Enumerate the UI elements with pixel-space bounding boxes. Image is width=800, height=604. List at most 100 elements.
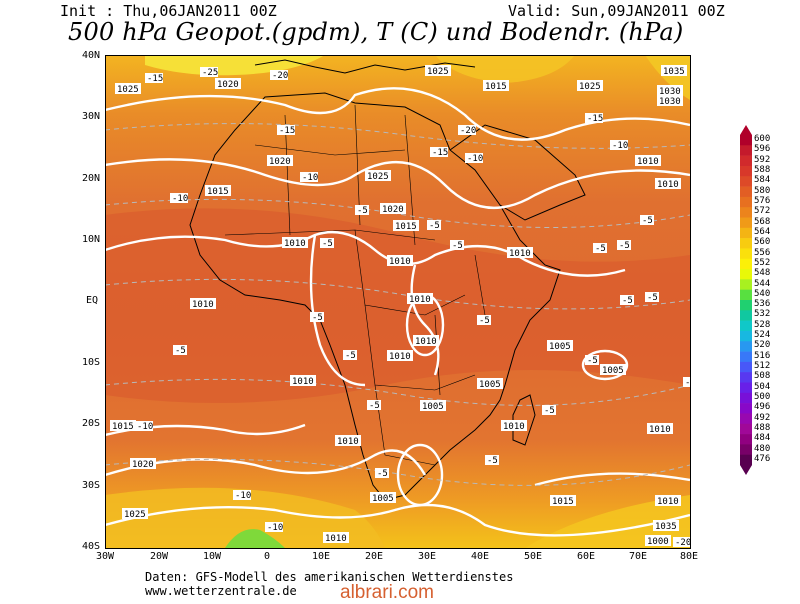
temperature-contours [105, 123, 690, 486]
colorbar-segment [740, 165, 752, 177]
svg-text:1025: 1025 [367, 172, 389, 182]
temp-label: -15 [430, 147, 448, 158]
temp-label: -5 [617, 240, 631, 251]
lon-tick-label: 50E [524, 551, 543, 562]
colorbar-level-label: 532 [754, 309, 771, 320]
svg-text:1010: 1010 [409, 295, 431, 305]
lon-tick-label: 70E [629, 551, 648, 562]
arabia-coastline [449, 124, 586, 221]
svg-text:-5: -5 [357, 206, 368, 216]
colorbar-level-label: 492 [754, 412, 771, 423]
svg-text:1010: 1010 [637, 157, 659, 167]
green-patch [225, 529, 285, 548]
temp-label: -5 [477, 315, 491, 326]
colorbar-level-label: 536 [754, 299, 771, 310]
colorbar-segment [740, 248, 752, 260]
svg-text:-5: -5 [595, 244, 606, 254]
pressure-label: 1010 [635, 155, 661, 167]
svg-text:-5: -5 [647, 293, 658, 303]
svg-text:1005: 1005 [422, 402, 444, 412]
temp-label: -5 [343, 350, 357, 361]
colorbar-segment [740, 279, 752, 290]
colorbar-segment [740, 434, 752, 445]
svg-text:1010: 1010 [389, 257, 411, 267]
pressure-label: 1035 [661, 65, 687, 77]
pressure-label: 1020 [130, 458, 156, 470]
svg-text:-5: -5 [429, 221, 440, 231]
pressure-label: 1010 [282, 237, 308, 249]
colorbar-level-label: 516 [754, 350, 771, 361]
colorbar-level-label: 572 [754, 206, 771, 217]
pressure-label: 1010 [290, 375, 316, 387]
colorbar-segment [740, 238, 752, 249]
colorbar-segment [740, 289, 752, 301]
colorbar-level-label: 500 [754, 391, 771, 402]
temp-label: -5 [367, 400, 381, 411]
pressure-label: 1015 [393, 220, 419, 232]
lon-tick-label: 10E [312, 551, 331, 562]
temp-label: -5 [585, 355, 599, 366]
colorbar-level-label: 560 [754, 237, 771, 248]
colorbar-segment [740, 413, 752, 425]
svg-text:1010: 1010 [337, 437, 359, 447]
svg-text:1010: 1010 [292, 377, 314, 387]
temp-label: -5 [640, 215, 654, 226]
svg-text:1020: 1020 [217, 80, 239, 90]
colorbar-level-label: 476 [754, 453, 771, 464]
pressure-label: 1010 [507, 247, 533, 259]
svg-text:1005: 1005 [479, 380, 501, 390]
svg-text:-5: -5 [685, 378, 690, 388]
svg-text:-10: -10 [172, 194, 188, 204]
colorbar-segment [740, 186, 752, 198]
colorbar-level-label: 568 [754, 216, 771, 227]
svg-text:1005: 1005 [549, 342, 571, 352]
colorbar-segment [740, 155, 752, 167]
temp-label: -5 [427, 220, 441, 231]
svg-text:1025: 1025 [117, 85, 139, 95]
pressure-label: 1020 [380, 203, 406, 215]
svg-text:1020: 1020 [269, 157, 291, 167]
pressure-label: 1025 [577, 80, 603, 92]
svg-text:1025: 1025 [124, 510, 146, 520]
pressure-label: 1010 [655, 495, 681, 507]
warm-band [105, 208, 690, 403]
svg-text:-10: -10 [302, 173, 318, 183]
svg-text:-15: -15 [432, 148, 448, 158]
colorbar-segment [740, 207, 752, 218]
lat-tick-label: 10N [82, 234, 101, 245]
chart-title: 500 hPa Geopot.(gpdm), T (C) und Bodendr… [68, 18, 684, 46]
lat-tick-label: 20S [82, 418, 101, 429]
svg-text:-5: -5 [312, 313, 323, 323]
pressure-label: 1025 [365, 170, 391, 182]
colorbar-segment [740, 196, 752, 208]
temp-label: -5 [375, 468, 389, 479]
colorbar-level-label: 512 [754, 361, 771, 372]
valid-time-label: Valid: Sun,09JAN2011 00Z [508, 2, 725, 20]
colorbar-level-label: 592 [754, 154, 771, 165]
temp-label: -10 [265, 522, 283, 533]
svg-text:1010: 1010 [284, 239, 306, 249]
svg-text:1035: 1035 [655, 522, 677, 532]
madagascar-coastline [512, 394, 536, 446]
colorbar-segment [740, 217, 752, 229]
pressure-label: 1005 [600, 364, 626, 376]
lat-tick-label: 30N [82, 111, 101, 122]
svg-text:1035: 1035 [663, 67, 685, 77]
temp-label: -10 [135, 421, 153, 432]
pressure-label: 1015 [550, 495, 576, 507]
svg-text:-10: -10 [267, 523, 283, 533]
colorbar-level-label: 548 [754, 268, 771, 279]
colorbar-level-label: 520 [754, 340, 771, 351]
colorbar-level-label: 576 [754, 196, 771, 207]
cold-region-north-east [435, 55, 575, 83]
init-time-label: Init : Thu,06JAN2011 00Z [60, 2, 277, 20]
colorbar-level-label: 528 [754, 319, 771, 330]
svg-text:1030: 1030 [659, 97, 681, 107]
colorbar-segment [740, 454, 752, 466]
temp-label: -10 [170, 193, 188, 204]
europe-coastline [254, 59, 476, 74]
lat-tick-label: 40N [82, 50, 101, 61]
pressure-label: 1030 [657, 85, 683, 97]
colorbar-level-label: 556 [754, 247, 771, 258]
svg-text:-5: -5 [619, 241, 630, 251]
